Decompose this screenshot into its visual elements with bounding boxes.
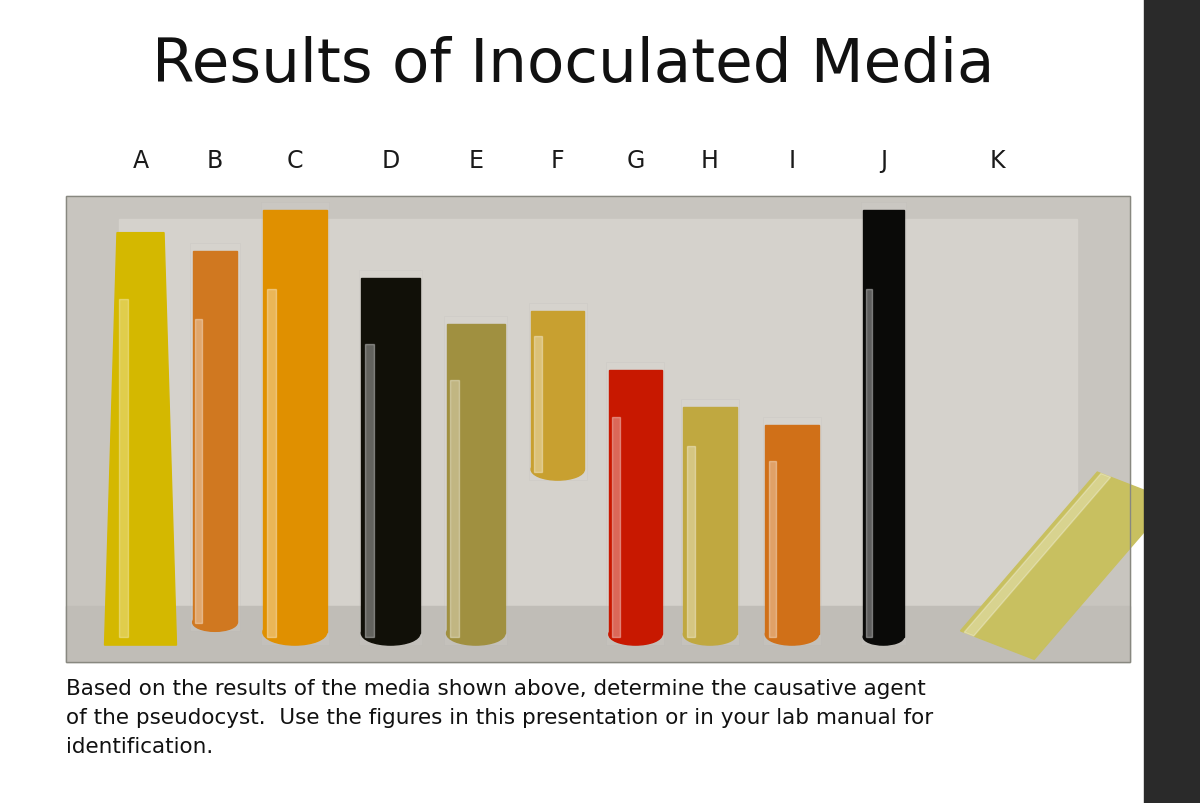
Text: B: B bbox=[206, 149, 223, 173]
Bar bbox=[608, 371, 662, 634]
Bar bbox=[191, 243, 240, 631]
Ellipse shape bbox=[863, 629, 904, 646]
Ellipse shape bbox=[361, 622, 420, 646]
Ellipse shape bbox=[193, 613, 238, 631]
Bar bbox=[763, 418, 821, 646]
Bar bbox=[193, 251, 238, 622]
Text: A: A bbox=[132, 149, 149, 173]
Bar bbox=[860, 202, 906, 646]
Ellipse shape bbox=[608, 624, 662, 646]
Bar bbox=[532, 311, 584, 470]
Ellipse shape bbox=[263, 620, 326, 646]
Text: I: I bbox=[788, 149, 796, 173]
Text: C: C bbox=[287, 149, 304, 173]
Polygon shape bbox=[964, 474, 1110, 636]
Bar bbox=[865, 289, 871, 638]
Bar bbox=[359, 271, 422, 646]
Bar bbox=[768, 462, 776, 638]
Polygon shape bbox=[104, 234, 176, 646]
Bar bbox=[66, 606, 1130, 662]
Bar bbox=[686, 446, 695, 638]
Text: G: G bbox=[626, 149, 644, 173]
Bar bbox=[606, 363, 665, 646]
Bar bbox=[260, 202, 329, 646]
Bar bbox=[680, 399, 739, 646]
Bar bbox=[534, 337, 542, 472]
Text: F: F bbox=[551, 149, 564, 173]
Text: K: K bbox=[990, 149, 1006, 173]
Bar bbox=[66, 197, 1130, 662]
Bar bbox=[450, 381, 458, 638]
Bar bbox=[361, 279, 420, 634]
Text: D: D bbox=[382, 149, 400, 173]
Bar bbox=[863, 210, 904, 637]
Bar bbox=[263, 210, 326, 633]
Text: E: E bbox=[468, 149, 484, 173]
Ellipse shape bbox=[446, 622, 505, 646]
Bar bbox=[365, 344, 373, 638]
Bar bbox=[1144, 0, 1200, 803]
Bar bbox=[612, 418, 620, 638]
Bar bbox=[196, 320, 202, 623]
Ellipse shape bbox=[532, 459, 584, 480]
Polygon shape bbox=[960, 472, 1171, 659]
Text: H: H bbox=[701, 149, 719, 173]
Bar bbox=[683, 407, 737, 634]
Bar bbox=[266, 289, 276, 638]
Bar bbox=[444, 317, 508, 646]
Ellipse shape bbox=[766, 624, 818, 646]
Bar bbox=[119, 300, 128, 638]
Text: Results of Inoculated Media: Results of Inoculated Media bbox=[152, 36, 995, 95]
Ellipse shape bbox=[683, 624, 737, 646]
Bar bbox=[66, 197, 1130, 662]
Text: Based on the results of the media shown above, determine the causative agent
of : Based on the results of the media shown … bbox=[66, 679, 934, 756]
Text: J: J bbox=[880, 149, 887, 173]
Bar bbox=[119, 220, 1078, 616]
Bar bbox=[766, 426, 818, 634]
Bar bbox=[446, 325, 505, 634]
Bar bbox=[529, 303, 587, 480]
